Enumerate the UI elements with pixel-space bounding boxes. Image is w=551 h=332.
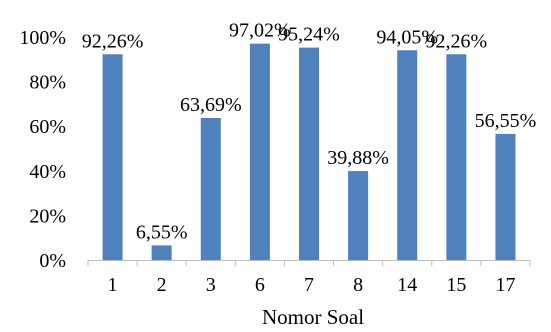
bar bbox=[200, 117, 221, 260]
x-axis-title: Nomor Soal bbox=[262, 305, 364, 329]
y-tick-label: 0% bbox=[39, 250, 66, 272]
x-tick-label: 17 bbox=[495, 274, 515, 296]
y-tick-label: 60% bbox=[29, 116, 66, 138]
data-label: 39,88% bbox=[327, 147, 389, 169]
x-tick-label: 8 bbox=[353, 274, 363, 296]
y-tick-label: 20% bbox=[29, 205, 66, 227]
bar bbox=[446, 54, 467, 261]
bars bbox=[102, 43, 516, 261]
bar bbox=[102, 54, 123, 261]
bar bbox=[348, 171, 369, 260]
data-label: 92,26% bbox=[82, 30, 144, 52]
data-label: 94,05% bbox=[376, 26, 438, 48]
x-axis-ticks: 1 2 3 6 7 8 14 15 17 bbox=[87, 260, 531, 296]
x-tick-label: 7 bbox=[304, 274, 314, 296]
x-tick-label: 2 bbox=[157, 274, 167, 296]
y-axis-ticks: 0% 20% 40% 60% 80% 100% bbox=[19, 27, 66, 272]
bar bbox=[249, 43, 270, 260]
x-tick-label: 15 bbox=[446, 274, 466, 296]
x-tick-label: 3 bbox=[206, 274, 216, 296]
y-tick-label: 100% bbox=[19, 27, 66, 49]
x-tick-label: 14 bbox=[397, 274, 417, 296]
y-tick-label: 40% bbox=[29, 161, 66, 183]
data-label: 92,26% bbox=[425, 30, 487, 52]
y-tick-label: 80% bbox=[29, 72, 66, 94]
data-labels: 92,26% 6,55% 63,69% 97,02%95,24% 39,88% 94,05… bbox=[82, 20, 537, 244]
bar bbox=[397, 50, 418, 261]
bar bbox=[299, 47, 319, 260]
x-tick-label: 6 bbox=[255, 274, 265, 296]
data-label: 63,69% bbox=[180, 94, 242, 116]
data-label: 6,55% bbox=[136, 221, 188, 243]
data-label: 56,55% bbox=[475, 110, 537, 132]
data-label: 97,02% bbox=[229, 20, 291, 42]
bar bbox=[151, 245, 172, 260]
data-label: 95,24% bbox=[278, 24, 340, 46]
bar bbox=[495, 133, 516, 260]
x-tick-label: 1 bbox=[108, 274, 118, 296]
